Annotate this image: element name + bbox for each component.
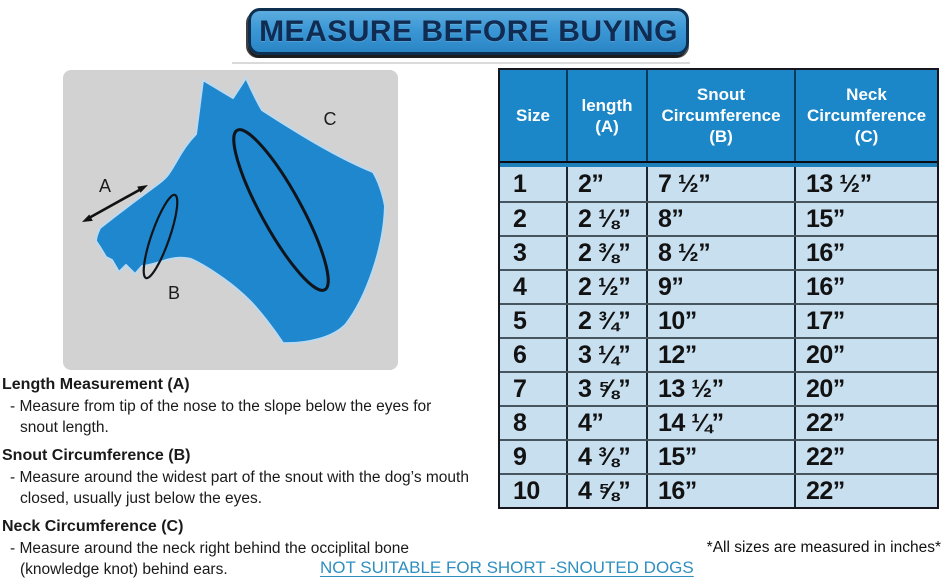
note-text: - Measure around the neck right behind t… — [10, 540, 409, 557]
cell-neck: 13 ½” — [806, 169, 872, 198]
cell-length: 2” — [568, 167, 648, 201]
size-chart-table: Size length (A) Snout Circumference (B) … — [498, 68, 939, 509]
cell-size: 9 — [500, 441, 568, 473]
dog-head-svg: A B C — [82, 77, 386, 345]
cell-size: 7 — [500, 373, 568, 405]
cell-snout: 15” — [648, 441, 796, 473]
banner-title: MEASURE BEFORE BUYING — [259, 14, 678, 48]
cell-size: 10 — [500, 475, 568, 507]
cell-neck: 16” — [806, 238, 845, 267]
measurement-instructions: Length Measurement (A) - Measure from ti… — [2, 374, 480, 583]
dog-head-silhouette — [95, 77, 386, 345]
table-row: 3 2 ⅜” 8 ½” 16” — [500, 235, 937, 269]
cell-snout: 9” — [648, 271, 796, 303]
banner-divider — [232, 62, 690, 64]
cell-snout: 16” — [648, 475, 796, 507]
header-length-a: length (A) — [568, 70, 648, 161]
header-size: Size — [500, 70, 568, 161]
cell-snout: 13 ½” — [648, 373, 796, 405]
marker-a-label: A — [99, 176, 111, 196]
snout-loop-b — [142, 193, 179, 280]
cell-size: 4 — [500, 271, 568, 303]
cell-snout: 12” — [648, 339, 796, 371]
cell-size: 5 — [500, 305, 568, 337]
table-body: 1 2” 7 ½” 13 ½” 2 2 ⅛” 8” 15” 3 2 ⅜” 8 ½… — [500, 163, 937, 507]
header-neck-circumference-c: Neck Circumference (C) — [806, 85, 927, 146]
neck-loop-c — [232, 128, 330, 292]
marker-b-label: B — [168, 283, 180, 303]
table-row: 2 2 ⅛” 8” 15” — [500, 201, 937, 235]
note-neck-circumference: Neck Circumference (C) - Measure around … — [2, 516, 480, 580]
not-suitable-warning-link[interactable]: NOT SUITABLE FOR SHORT -SNOUTED DOGS — [320, 558, 694, 577]
table-row: 7 3 ⅝” 13 ½” 20” — [500, 371, 937, 405]
cell-length: 2 ⅛” — [568, 203, 648, 235]
cell-snout: 10” — [648, 305, 796, 337]
dog-measurement-diagram: A B C — [63, 70, 398, 370]
note-text: - Measure around the widest part of the … — [10, 469, 469, 486]
cell-size: 6 — [500, 339, 568, 371]
table-row: 1 2” 7 ½” 13 ½” — [500, 167, 937, 201]
cell-length: 3 ¼” — [568, 339, 648, 371]
length-arrow-a — [82, 185, 148, 222]
cell-length: 2 ¾” — [568, 305, 648, 337]
cell-neck: 15” — [806, 204, 845, 233]
cell-size: 3 — [500, 237, 568, 269]
note-title: Neck Circumference (C) — [2, 518, 184, 535]
measure-before-buying-banner: MEASURE BEFORE BUYING — [248, 8, 689, 55]
note-title: Snout Circumference (B) — [2, 447, 191, 464]
table-row: 10 4 ⅝” 16” 22” — [500, 473, 937, 507]
cell-length: 3 ⅝” — [568, 373, 648, 405]
cell-size: 1 — [500, 167, 568, 201]
cell-size: 2 — [500, 203, 568, 235]
cell-length: 4” — [568, 407, 648, 439]
note-text: - Measure from tip of the nose to the sl… — [10, 398, 432, 415]
note-length-measurement: Length Measurement (A) - Measure from ti… — [2, 374, 480, 438]
note-snout-circumference: Snout Circumference (B) - Measure around… — [2, 445, 480, 509]
table-row: 8 4” 14 ¼” 22” — [500, 405, 937, 439]
table-header-row: Size length (A) Snout Circumference (B) … — [500, 70, 937, 163]
note-title: Length Measurement (A) — [2, 376, 190, 393]
cell-neck: 20” — [806, 340, 845, 369]
cell-size: 8 — [500, 407, 568, 439]
cell-neck: 16” — [806, 272, 845, 301]
cell-snout: 8” — [648, 203, 796, 235]
table-row: 6 3 ¼” 12” 20” — [500, 337, 937, 371]
note-text: snout length. — [20, 419, 109, 436]
marker-c-label: C — [324, 109, 337, 129]
note-text: closed, usually just below the eyes. — [20, 490, 263, 507]
cell-neck: 22” — [806, 442, 845, 471]
cell-neck: 22” — [806, 408, 845, 437]
table-row: 5 2 ¾” 10” 17” — [500, 303, 937, 337]
note-text: (knowledge knot) behind ears. — [20, 561, 228, 578]
cell-snout: 8 ½” — [648, 237, 796, 269]
units-note: *All sizes are measured in inches* — [706, 539, 941, 556]
cell-neck: 17” — [806, 306, 845, 335]
cell-neck: 22” — [806, 476, 845, 505]
cell-length: 4 ⅝” — [568, 475, 648, 507]
cell-snout: 14 ¼” — [648, 407, 796, 439]
table-row: 9 4 ⅜” 15” 22” — [500, 439, 937, 473]
header-snout-circumference-b: Snout Circumference (B) — [648, 70, 796, 161]
cell-length: 4 ⅜” — [568, 441, 648, 473]
cell-snout: 7 ½” — [648, 167, 796, 201]
cell-neck: 20” — [806, 374, 845, 403]
cell-length: 2 ½” — [568, 271, 648, 303]
table-row: 4 2 ½” 9” 16” — [500, 269, 937, 303]
cell-length: 2 ⅜” — [568, 237, 648, 269]
